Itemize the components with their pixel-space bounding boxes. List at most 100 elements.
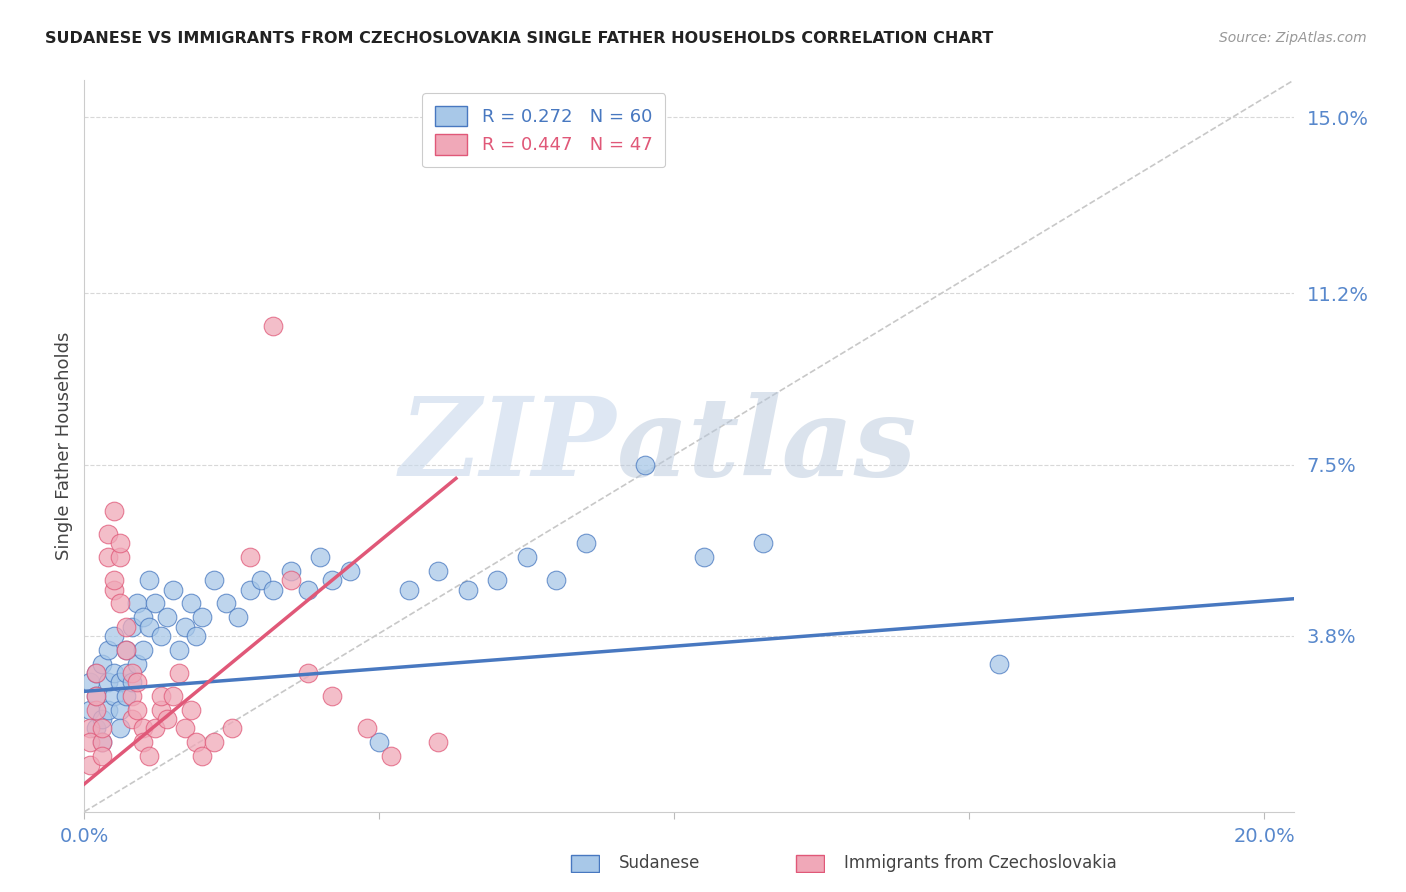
Point xyxy=(156,712,179,726)
Text: Sudanese: Sudanese xyxy=(619,854,700,871)
Legend: R = 0.272   N = 60, R = 0.447   N = 47: R = 0.272 N = 60, R = 0.447 N = 47 xyxy=(422,93,665,167)
Point xyxy=(280,564,302,578)
Point xyxy=(108,536,131,550)
Point xyxy=(121,675,143,690)
Point xyxy=(84,689,107,703)
Point xyxy=(167,665,190,680)
Point xyxy=(167,642,190,657)
Point xyxy=(143,596,166,610)
Point xyxy=(108,722,131,736)
Point xyxy=(108,550,131,565)
Point xyxy=(162,582,184,597)
Point xyxy=(150,689,173,703)
Point xyxy=(127,596,149,610)
Point xyxy=(215,596,238,610)
Text: ZIP: ZIP xyxy=(399,392,616,500)
Point xyxy=(84,689,107,703)
Point xyxy=(202,735,225,749)
Point xyxy=(121,712,143,726)
Point xyxy=(339,564,361,578)
Point xyxy=(97,527,120,541)
Point xyxy=(173,722,195,736)
Point xyxy=(103,582,125,597)
Point xyxy=(575,536,598,550)
Point xyxy=(114,689,136,703)
Point xyxy=(121,665,143,680)
Point xyxy=(138,574,160,588)
Point xyxy=(156,610,179,624)
Point xyxy=(297,582,319,597)
Point xyxy=(132,642,155,657)
Point xyxy=(91,749,114,764)
Point xyxy=(356,722,378,736)
Point xyxy=(692,550,714,565)
Point xyxy=(103,665,125,680)
Point xyxy=(108,675,131,690)
Point xyxy=(79,703,101,717)
Point xyxy=(238,550,260,565)
Point xyxy=(84,665,107,680)
Point xyxy=(368,735,391,749)
Point xyxy=(297,665,319,680)
Point xyxy=(180,596,202,610)
Point xyxy=(114,642,136,657)
Point xyxy=(103,574,125,588)
Point xyxy=(191,749,214,764)
Point xyxy=(221,722,243,736)
Point xyxy=(127,703,149,717)
Point xyxy=(97,703,120,717)
Point xyxy=(186,629,208,643)
Point xyxy=(150,629,173,643)
Point xyxy=(114,642,136,657)
Point xyxy=(91,657,114,671)
FancyBboxPatch shape xyxy=(796,855,824,872)
Point xyxy=(84,665,107,680)
Point xyxy=(309,550,332,565)
Point xyxy=(238,582,260,597)
Point xyxy=(132,735,155,749)
Point xyxy=(79,675,101,690)
Point xyxy=(114,619,136,633)
Point xyxy=(103,689,125,703)
Point xyxy=(103,629,125,643)
Point xyxy=(103,504,125,518)
Point xyxy=(427,564,450,578)
Point xyxy=(97,550,120,565)
Point xyxy=(108,596,131,610)
Point xyxy=(84,703,107,717)
Point xyxy=(321,574,343,588)
Point xyxy=(91,735,114,749)
Point xyxy=(97,675,120,690)
Point xyxy=(173,619,195,633)
Point xyxy=(127,657,149,671)
Text: SUDANESE VS IMMIGRANTS FROM CZECHOSLOVAKIA SINGLE FATHER HOUSEHOLDS CORRELATION : SUDANESE VS IMMIGRANTS FROM CZECHOSLOVAK… xyxy=(45,31,993,46)
Point xyxy=(79,758,101,772)
Point xyxy=(108,703,131,717)
Point xyxy=(262,318,284,333)
Point xyxy=(91,712,114,726)
Point xyxy=(262,582,284,597)
FancyBboxPatch shape xyxy=(571,855,599,872)
Point xyxy=(162,689,184,703)
Point xyxy=(202,574,225,588)
Point xyxy=(546,574,568,588)
Point xyxy=(150,703,173,717)
Point xyxy=(427,735,450,749)
Point xyxy=(121,619,143,633)
Point xyxy=(250,574,273,588)
Point xyxy=(91,722,114,736)
Point xyxy=(751,536,773,550)
Point xyxy=(132,610,155,624)
Point xyxy=(280,574,302,588)
Text: Immigrants from Czechoslovakia: Immigrants from Czechoslovakia xyxy=(844,854,1116,871)
Point xyxy=(138,619,160,633)
Point xyxy=(180,703,202,717)
Text: Source: ZipAtlas.com: Source: ZipAtlas.com xyxy=(1219,31,1367,45)
Point xyxy=(321,689,343,703)
Text: atlas: atlas xyxy=(616,392,917,500)
Point xyxy=(486,574,509,588)
Point xyxy=(121,689,143,703)
Point xyxy=(380,749,402,764)
Point xyxy=(84,722,107,736)
Point xyxy=(457,582,479,597)
